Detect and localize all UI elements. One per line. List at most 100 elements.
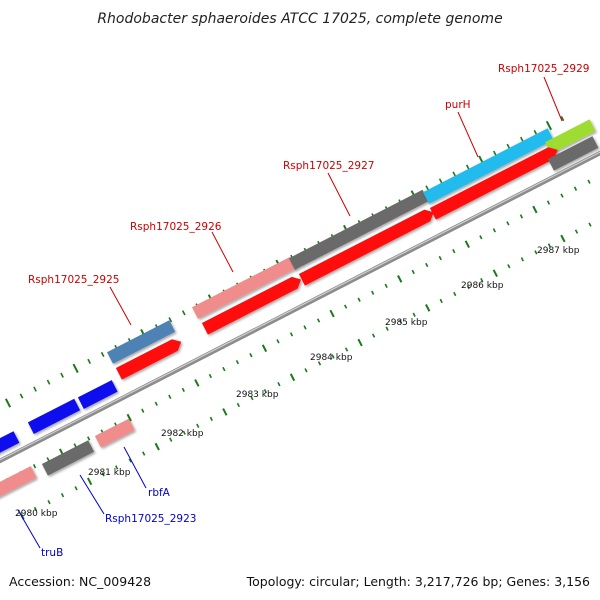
outer-scale-tick: [277, 382, 281, 387]
outer-scale-tick: [74, 486, 78, 491]
outer-scale-tick: [209, 416, 213, 422]
outer-scale-tick: [154, 442, 160, 451]
cds-purh: [429, 147, 558, 220]
lower-scale-tick: [546, 200, 551, 205]
lower-scale-tick: [371, 290, 375, 295]
lower-scale-tick: [343, 304, 348, 309]
cds-rsph17025-2927: [298, 209, 434, 286]
lower-scale-tick: [154, 401, 158, 406]
outer-scale-tick: [115, 465, 119, 470]
gene-track: [0, 119, 599, 497]
outer-scale-tick: [236, 402, 240, 408]
lower-scale-tick: [519, 214, 524, 219]
lower-scale-tick: [32, 464, 37, 469]
lower-scale-tick: [384, 283, 388, 288]
lower-scale-tick: [479, 235, 483, 240]
lower-scale-tick: [560, 193, 564, 198]
lower-scale-tick: [235, 359, 240, 365]
lower-scale-tick: [194, 379, 200, 387]
outer-scale-tick: [222, 408, 228, 416]
outer-scale-tick: [196, 423, 200, 428]
lower-scale-tick: [208, 373, 212, 379]
outer-scale-tick: [317, 361, 322, 366]
genome-backbone-highlight: [0, 151, 600, 461]
leader-line-rsph17025-2929: [543, 76, 563, 122]
outer-scale-tick: [142, 451, 146, 456]
genome-summary-text: Topology: circular; Length: 3,217,726 bp…: [246, 574, 590, 589]
upper-scale-tick: [492, 150, 497, 156]
outer-scale-tick: [289, 373, 296, 382]
outer-scale-tick: [480, 277, 484, 283]
lower-scale-tick: [411, 269, 415, 275]
outer-scale-tick: [86, 477, 93, 486]
outer-scale-tick: [169, 437, 173, 442]
upper-scale-tick: [60, 372, 64, 378]
outer-scale-tick: [520, 257, 524, 262]
lower-scale-tick: [587, 179, 591, 184]
upper-scale-tick: [506, 143, 511, 149]
upper-scale-tick: [72, 363, 79, 373]
cds-rsph17025-2925: [115, 339, 182, 380]
accession-text: Accession: NC_009428: [9, 574, 151, 589]
lower-scale-tick: [573, 186, 578, 191]
outer-scale-tick: [182, 430, 186, 435]
gene-label-rsph17025-2923: Rsph17025_2923: [105, 513, 196, 525]
lower-scale-tick: [222, 366, 226, 372]
cds-rsph17025-2926: [201, 276, 301, 335]
lower-scale-tick: [126, 413, 132, 422]
gene-trub: [0, 431, 20, 453]
lower-scale-tick: [425, 262, 429, 268]
leader-line-rsph17025-2925: [109, 286, 132, 326]
gene-rsph17025-2926: [192, 257, 296, 319]
upper-scale-tick: [438, 178, 443, 184]
lower-scale-tick: [249, 353, 253, 358]
leader-line-rsph17025-2927: [327, 172, 351, 217]
outer-scale-tick: [425, 304, 431, 312]
outer-scale-tick: [439, 298, 443, 304]
lower-scale-tick: [316, 318, 321, 323]
lower-scale-tick: [261, 344, 268, 353]
leader-line-rsph17025-2926: [211, 231, 234, 273]
gene-purh: [423, 128, 554, 204]
gene-label-rsph17025-2926: Rsph17025_2926: [130, 221, 222, 233]
upper-scale-tick: [520, 136, 524, 142]
scale-label-2981: 2981 kbp: [88, 468, 131, 478]
lower-scale-tick: [357, 297, 361, 302]
outer-scale-tick: [574, 229, 579, 234]
gene-label-rsph17025-2925: Rsph17025_2925: [28, 274, 119, 286]
scale-label-2985: 2985 kbp: [385, 318, 428, 328]
leader-line-rsph17025-2923: [79, 474, 105, 515]
cds-rbfa: [94, 418, 135, 448]
gene-label-purh: purH: [445, 99, 471, 111]
scale-label-2986: 2986 kbp: [461, 281, 504, 291]
scale-label-2984: 2984 kbp: [310, 353, 353, 363]
lower-scale-tick: [506, 221, 510, 226]
lower-scale-tick: [181, 387, 185, 393]
leader-line-purh: [457, 111, 479, 158]
upper-scale-tick: [533, 129, 538, 136]
lower-scale-tick: [303, 325, 307, 330]
cds-rsph17025-2929: [547, 136, 599, 171]
upper-scale-tick: [100, 351, 105, 358]
cds-rsph17025-2923: [41, 440, 95, 476]
outer-scale-tick: [466, 284, 470, 290]
outer-scale-tick: [534, 250, 538, 255]
leader-line-trub: [17, 509, 41, 549]
outer-scale-tick: [588, 222, 592, 227]
outer-scale-tick: [547, 243, 552, 248]
outer-scale-tick: [344, 347, 349, 352]
outer-scale-tick: [412, 312, 416, 317]
scale-label-2982: 2982 kbp: [161, 429, 204, 439]
lower-scale-tick: [532, 205, 538, 214]
lower-scale-tick: [329, 309, 335, 318]
outer-scale-tick: [399, 319, 403, 324]
outer-scale-tick: [357, 338, 363, 347]
outer-scale-tick: [47, 499, 51, 505]
outer-scale-tick: [385, 326, 389, 331]
upper-scale-tick: [87, 358, 91, 364]
upper-scale-tick: [545, 120, 552, 131]
scale-label-2980: 2980 kbp: [15, 509, 58, 519]
upper-scale-tick: [4, 398, 12, 408]
outer-scale-tick: [33, 506, 38, 512]
lower-scale-tick: [168, 394, 172, 399]
